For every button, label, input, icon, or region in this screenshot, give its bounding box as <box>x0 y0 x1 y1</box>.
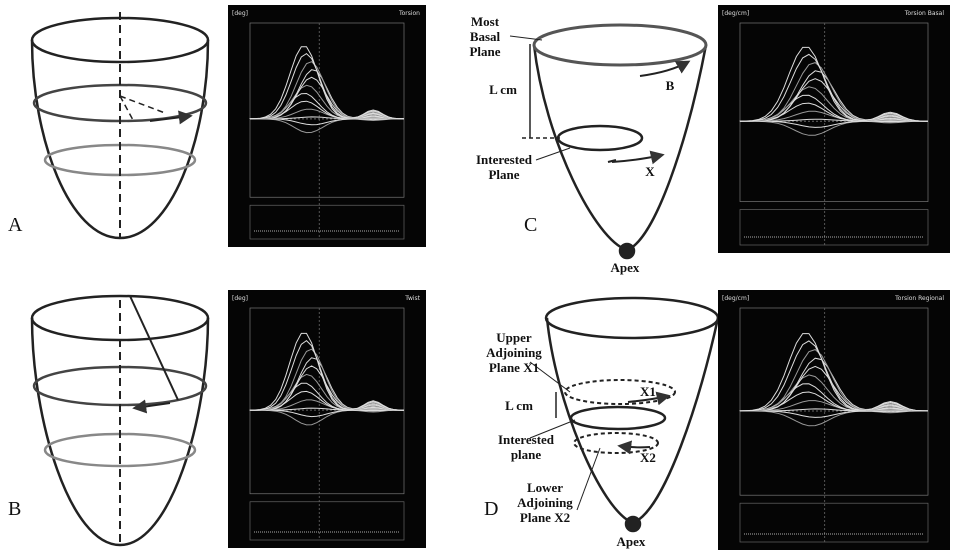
annotation: Upper Adjoining Plane X1 <box>486 330 542 375</box>
screen-bg <box>228 290 426 548</box>
screen-bg <box>718 290 950 550</box>
plot-unit: [deg] <box>232 10 248 17</box>
plot-unit: [deg/cm] <box>722 10 749 17</box>
annotation: Interested plane <box>497 432 555 462</box>
plot-frame <box>249 307 405 495</box>
annotation: Apex <box>610 260 640 275</box>
plot-frame <box>249 22 405 198</box>
curve <box>249 61 405 120</box>
heart-a <box>30 12 210 240</box>
plot-screenshot-a: [deg] Torsion <box>228 5 426 247</box>
plot-screenshot-b: [deg] Twist <box>228 290 426 548</box>
plot-frame <box>739 22 929 202</box>
heart-b <box>30 294 210 547</box>
panel-label: A <box>8 214 23 236</box>
screen-bg <box>228 5 426 247</box>
ecg-frame <box>739 209 929 246</box>
curve <box>739 53 929 122</box>
plot-title: Torsion <box>398 10 420 17</box>
annotation: X <box>645 164 655 179</box>
screen-bg <box>718 5 950 253</box>
plot-title: Torsion Regional <box>894 295 944 302</box>
annotation: Most Basal Plane <box>469 14 501 59</box>
plot-screenshot-c: [deg/cm] Torsion Basal <box>718 5 950 253</box>
ecg-frame <box>739 502 929 543</box>
annotation: L cm <box>505 398 533 413</box>
cone-c <box>509 23 708 260</box>
annotation: Apex <box>616 534 646 549</box>
ecg-frame <box>249 501 405 541</box>
panel-label: B <box>8 498 22 520</box>
plot-title: Twist <box>404 295 420 302</box>
curve <box>739 340 928 412</box>
curve <box>249 46 405 120</box>
panel-label: C <box>524 214 538 236</box>
plot-unit: [deg] <box>232 295 248 302</box>
ecg-frame <box>249 204 405 240</box>
curve <box>249 332 405 411</box>
annotation: B <box>665 78 675 93</box>
annotation: Lower Adjoining Plane X2 <box>517 480 573 525</box>
curve <box>249 348 405 411</box>
curve <box>739 333 929 412</box>
curve <box>739 349 928 412</box>
plot-title: Torsion Basal <box>904 10 945 17</box>
plot-screenshot-d: [deg/cm] Torsion Regional <box>718 290 950 550</box>
plot-unit: [deg/cm] <box>722 295 749 302</box>
annotation: X2 <box>640 450 656 465</box>
curve <box>739 46 929 122</box>
curve <box>249 52 405 120</box>
annotation: Interested Plane <box>475 152 533 182</box>
annotation: L cm <box>489 82 517 97</box>
annotation: X1 <box>640 384 656 399</box>
curve <box>739 62 929 122</box>
curve <box>249 339 405 411</box>
plot-frame <box>739 307 929 496</box>
panel-label: D <box>484 498 499 520</box>
